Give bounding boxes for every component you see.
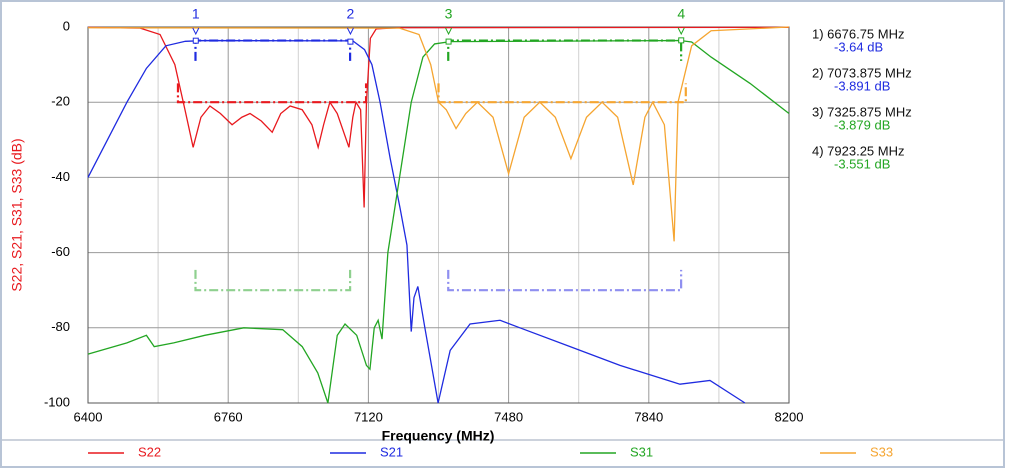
marker-caret	[677, 27, 685, 36]
x-tick-label: 7480	[494, 409, 523, 424]
marker-label: 3	[445, 6, 453, 22]
marker-point	[347, 38, 354, 45]
marker-caret	[346, 27, 354, 36]
marker-label: 4	[677, 6, 685, 22]
legend-label: S21	[380, 444, 403, 459]
limit-line	[176, 83, 368, 104]
x-tick-label: 7840	[634, 409, 663, 424]
marker-point	[192, 37, 199, 44]
legend-label: S33	[870, 444, 893, 459]
marker-frequency: 2) 7073.875 MHz	[812, 65, 912, 80]
series-line	[87, 26, 790, 242]
y-tick-label: -100	[44, 394, 70, 409]
x-axis-title: Frequency (MHz)	[382, 428, 495, 444]
limit-line	[447, 269, 683, 292]
marker-caret	[192, 27, 200, 36]
y-tick-label: -80	[51, 319, 70, 334]
marker-label: 2	[347, 6, 355, 22]
marker-value: -3.551 dB	[834, 156, 890, 171]
series-line	[87, 39, 746, 404]
y-tick-label: -20	[51, 94, 70, 109]
marker-frequency: 1) 6676.75 MHz	[812, 26, 905, 41]
marker-caret	[445, 27, 453, 36]
limit-line	[437, 83, 687, 104]
marker-point	[678, 37, 685, 44]
legend-label: S22	[138, 444, 161, 459]
x-tick-label: 7120	[354, 409, 383, 424]
marker-frequency: 3) 7325.875 MHz	[812, 104, 912, 119]
x-tick-label: 8200	[775, 409, 804, 424]
series-line	[87, 26, 790, 208]
y-axis-title: S22, S21, S31, S33 (dB)	[9, 138, 25, 291]
y-tick-label: 0	[63, 18, 70, 33]
marker-frequency: 4) 7923.25 MHz	[812, 143, 905, 158]
limit-line	[194, 269, 352, 292]
marker-value: -3.891 dB	[834, 78, 890, 93]
marker-point	[445, 38, 452, 45]
y-tick-label: -40	[51, 169, 70, 184]
x-tick-label: 6760	[214, 409, 243, 424]
y-tick-label: -60	[51, 244, 70, 259]
marker-value: -3.879 dB	[834, 117, 890, 132]
x-tick-label: 6400	[74, 409, 103, 424]
marker-value: -3.64 dB	[834, 39, 883, 54]
series-line	[87, 39, 790, 404]
legend-label: S31	[630, 444, 653, 459]
marker-label: 1	[192, 6, 200, 22]
